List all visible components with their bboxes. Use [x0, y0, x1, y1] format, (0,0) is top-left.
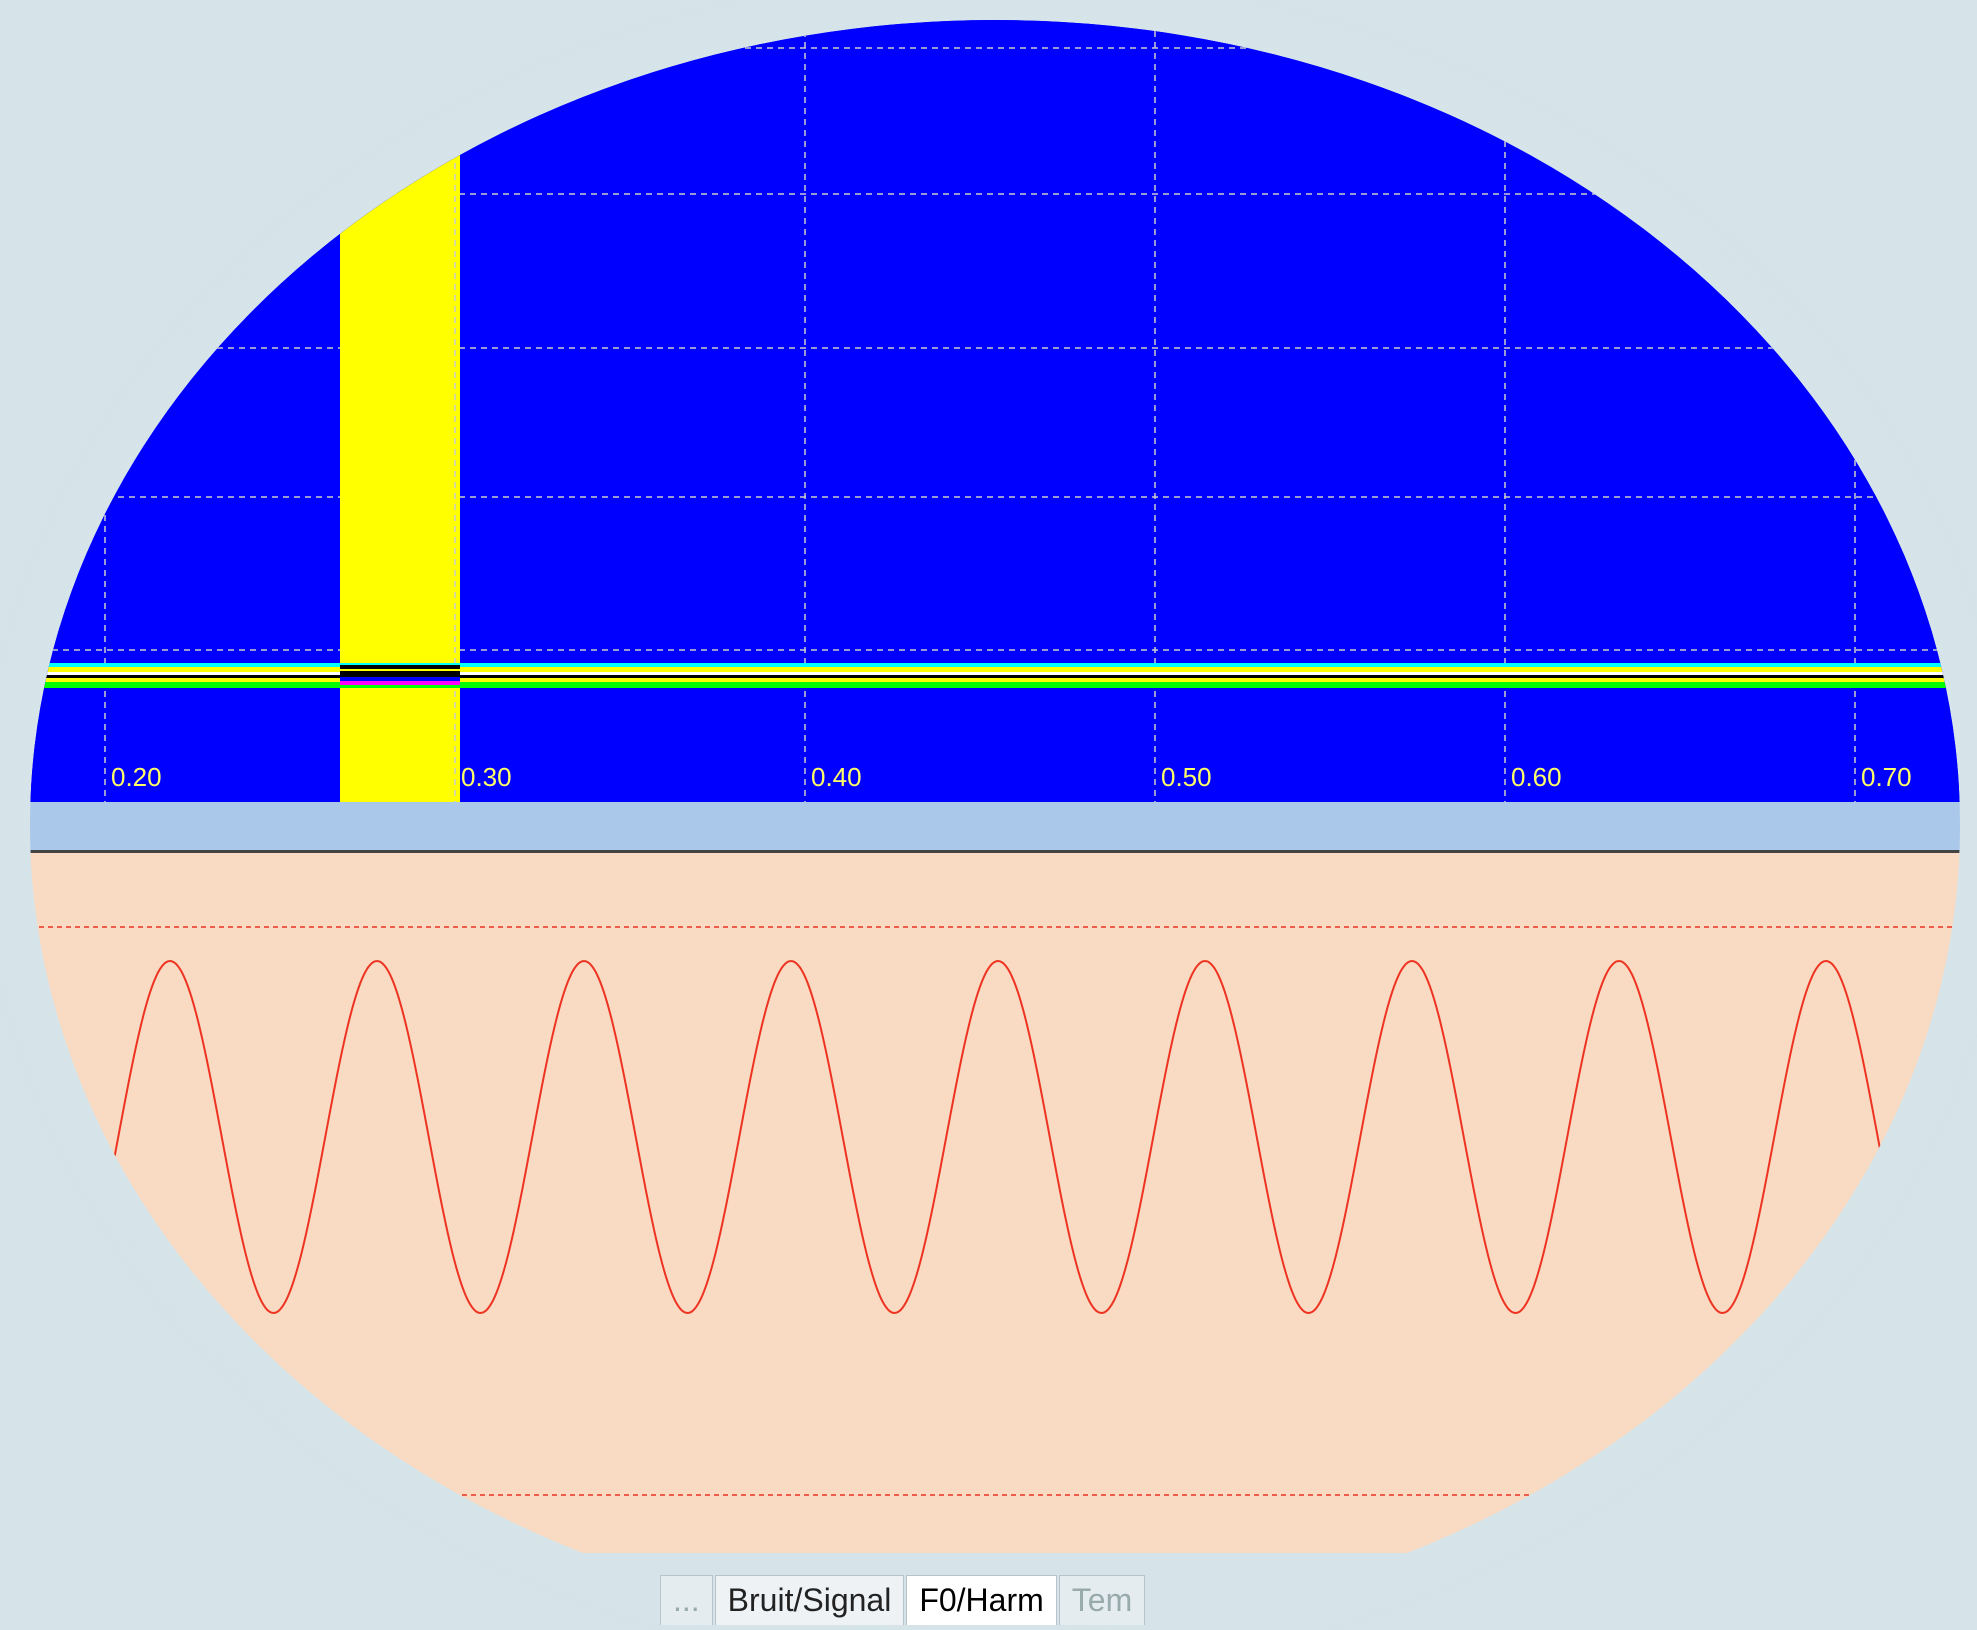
band-highlight-stripe: [340, 665, 460, 669]
spectrogram-panel[interactable]: 0.20 0.30 0.40 0.50 0.60 0.70: [30, 20, 1960, 802]
x-tick-label: 0.70: [1861, 762, 1912, 792]
band-stripe: [30, 672, 1960, 675]
tab-tem[interactable]: Tem: [1059, 1575, 1145, 1625]
waveform-background: [30, 853, 1960, 1553]
selection-highlight: [340, 140, 460, 802]
tab-f0-harm[interactable]: F0/Harm: [906, 1575, 1056, 1625]
magnifier-lens: 0.20 0.30 0.40 0.50 0.60 0.70: [30, 20, 1960, 1630]
band-stripe: [30, 675, 1960, 678]
band-highlight-stripe: [340, 681, 460, 685]
spectrogram-canvas: 0.20 0.30 0.40 0.50 0.60 0.70: [30, 20, 1960, 802]
band-stripe: [30, 667, 1960, 672]
waveform-canvas: [30, 853, 1960, 1553]
panel-splitter[interactable]: [30, 802, 1960, 853]
band-stripe: [30, 682, 1960, 688]
band-stripe: [30, 663, 1960, 667]
band-stripe: [30, 678, 1960, 682]
tab-bruit-signal[interactable]: Bruit/Signal: [715, 1575, 905, 1625]
x-tick-label: 0.60: [1511, 762, 1562, 792]
band-highlight-stripe: [340, 671, 460, 676]
band-highlight-stripe: [340, 677, 460, 681]
tab-hidden-left[interactable]: ...: [660, 1575, 713, 1625]
x-tick-label: 0.50: [1161, 762, 1212, 792]
x-tick-label: 0.30: [461, 762, 512, 792]
tab-bar: ... Bruit/Signal F0/Harm Tem: [660, 1565, 1147, 1625]
x-tick-label: 0.20: [111, 762, 162, 792]
x-tick-label: 0.40: [811, 762, 862, 792]
waveform-panel[interactable]: [30, 853, 1960, 1553]
